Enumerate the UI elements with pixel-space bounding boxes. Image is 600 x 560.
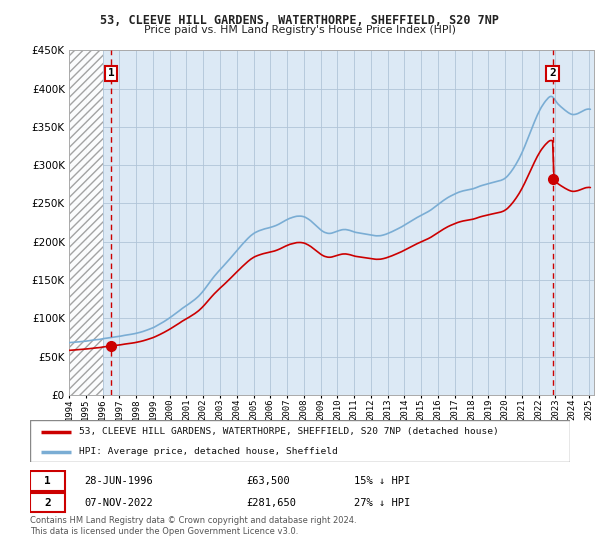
Text: 1: 1 bbox=[107, 68, 115, 78]
Bar bbox=[30, 493, 65, 512]
Text: £281,650: £281,650 bbox=[246, 498, 296, 508]
Bar bbox=[69, 50, 103, 395]
Bar bbox=[30, 472, 65, 491]
Text: 15% ↓ HPI: 15% ↓ HPI bbox=[354, 476, 410, 486]
Text: 07-NOV-2022: 07-NOV-2022 bbox=[84, 498, 153, 508]
Text: Price paid vs. HM Land Registry's House Price Index (HPI): Price paid vs. HM Land Registry's House … bbox=[144, 25, 456, 35]
Text: 53, CLEEVE HILL GARDENS, WATERTHORPE, SHEFFIELD, S20 7NP: 53, CLEEVE HILL GARDENS, WATERTHORPE, SH… bbox=[101, 14, 499, 27]
Text: 53, CLEEVE HILL GARDENS, WATERTHORPE, SHEFFIELD, S20 7NP (detached house): 53, CLEEVE HILL GARDENS, WATERTHORPE, SH… bbox=[79, 427, 499, 436]
Text: 2: 2 bbox=[44, 498, 51, 508]
Text: 27% ↓ HPI: 27% ↓ HPI bbox=[354, 498, 410, 508]
Text: Contains HM Land Registry data © Crown copyright and database right 2024.
This d: Contains HM Land Registry data © Crown c… bbox=[30, 516, 356, 536]
Text: £63,500: £63,500 bbox=[246, 476, 290, 486]
Text: 1: 1 bbox=[44, 476, 51, 486]
Text: 2: 2 bbox=[549, 68, 556, 78]
Text: 28-JUN-1996: 28-JUN-1996 bbox=[84, 476, 153, 486]
Text: HPI: Average price, detached house, Sheffield: HPI: Average price, detached house, Shef… bbox=[79, 447, 337, 456]
